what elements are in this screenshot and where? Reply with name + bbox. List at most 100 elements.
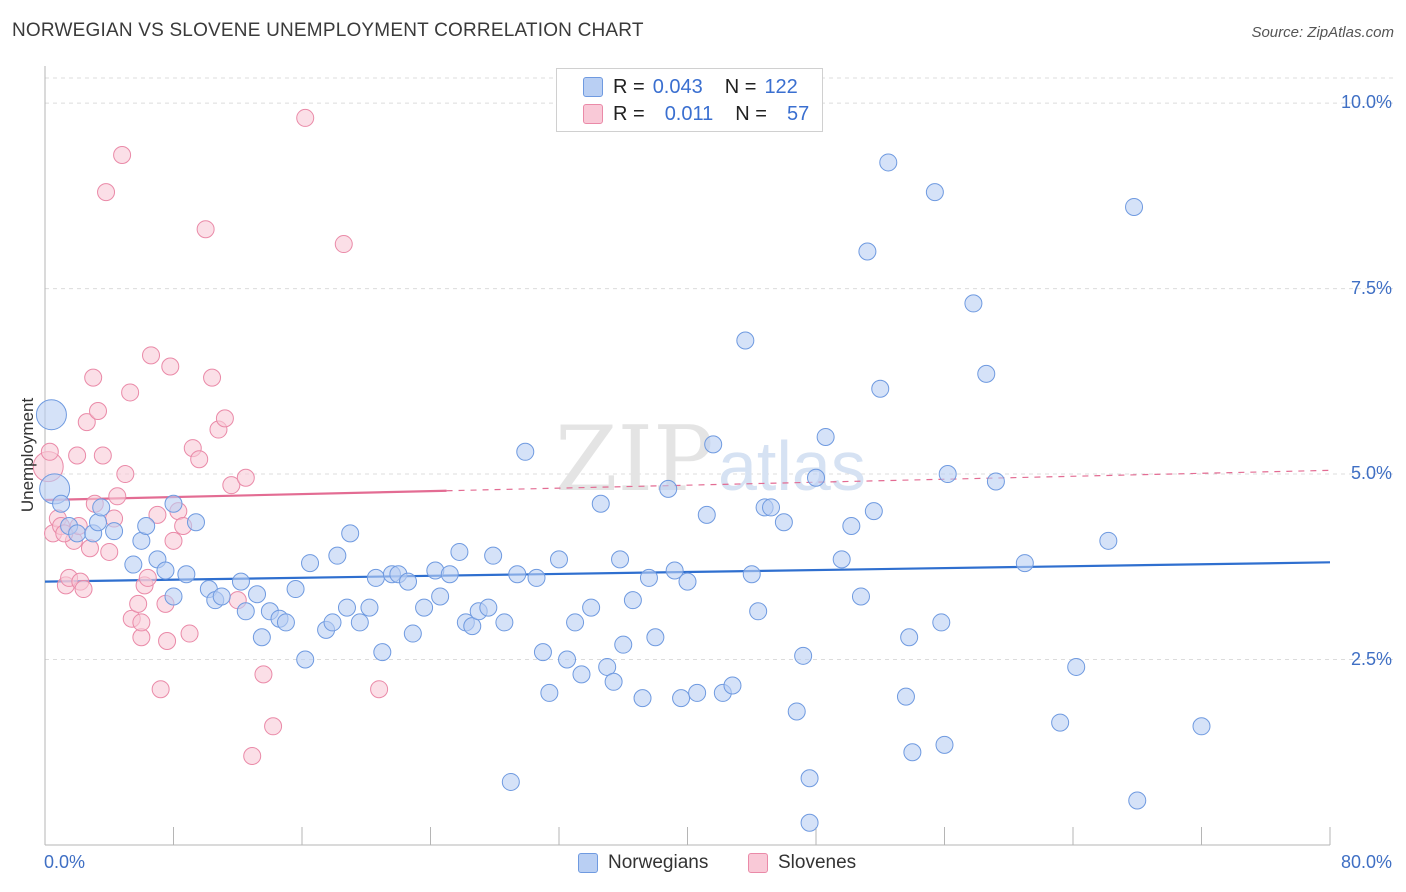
norwegian-point: [360, 598, 379, 617]
norwegian-point: [665, 561, 684, 580]
slovene-point: [142, 346, 161, 365]
norwegian-point: [212, 587, 231, 606]
watermark-atlas: atlas: [718, 427, 866, 505]
norwegian-point: [527, 568, 546, 587]
slovene-point: [164, 531, 183, 550]
norwegian-point: [697, 505, 716, 524]
slovene-point: [236, 468, 255, 487]
norwegian-point: [366, 568, 385, 587]
norwegian-point: [858, 242, 877, 261]
norwegian-point: [800, 813, 819, 832]
slovene-point: [132, 613, 151, 632]
y-tick-label: 7.5%: [1350, 277, 1392, 298]
norwegian-point: [550, 550, 568, 569]
slovene-point: [89, 401, 108, 420]
slovene-point: [100, 542, 119, 561]
norwegian-point: [89, 513, 108, 532]
norwegian-point: [646, 628, 665, 647]
norwegian-point: [156, 561, 175, 580]
norwegian-point: [323, 613, 342, 632]
norwegian-point: [614, 635, 633, 654]
slovene-point: [129, 594, 148, 613]
norwegian-point: [896, 687, 915, 706]
legend-item-slovenes[interactable]: Slovenes: [748, 852, 856, 874]
norwegian-point: [276, 613, 295, 632]
slovene-point: [158, 631, 177, 650]
norwegian-point: [286, 580, 305, 599]
norwegian-point: [623, 591, 642, 610]
slovene-point: [190, 450, 209, 469]
norwegian-point: [1192, 717, 1211, 736]
norwegians-trend-line: [44, 561, 1331, 583]
r-label: R =: [613, 75, 645, 98]
norwegian-point: [678, 572, 697, 591]
legend-item-norwegians[interactable]: Norwegians: [578, 852, 708, 874]
norwegian-point: [35, 399, 67, 431]
norwegian-point: [177, 565, 196, 584]
slovenes-trend-line-dashed: [446, 469, 1331, 492]
norwegian-point: [501, 772, 520, 791]
slovene-point: [222, 476, 241, 495]
legend-row-slovenes: R = 0.011 N = 57: [583, 102, 809, 126]
norwegian-point: [1099, 531, 1118, 550]
norwegian-point: [723, 676, 742, 695]
legend-label: Norwegians: [608, 852, 709, 873]
norwegian-point: [938, 465, 957, 484]
norwegian-point: [236, 602, 255, 621]
norwegian-point: [399, 572, 418, 591]
norwegian-point: [484, 546, 503, 565]
norwegian-point: [864, 502, 883, 521]
norwegian-point: [787, 702, 806, 721]
slovene-point: [180, 624, 199, 643]
norwegian-point: [611, 550, 630, 569]
norwegian-point: [558, 650, 577, 669]
norwegian-point: [964, 294, 983, 313]
slovene-point: [203, 368, 222, 387]
norwegian-point: [248, 585, 267, 604]
norwegian-point: [508, 565, 527, 584]
norwegian-point: [301, 554, 320, 573]
norwegian-point: [851, 587, 870, 606]
norwegian-point: [186, 513, 205, 532]
norwegian-point: [800, 769, 819, 788]
norwegian-point: [807, 468, 825, 487]
norwegian-point: [762, 498, 781, 517]
slovene-point: [296, 108, 315, 127]
y-tick-label: 2.5%: [1350, 648, 1392, 669]
x-tick-label-min: 0.0%: [44, 852, 86, 872]
slovene-point: [113, 146, 132, 165]
norwegian-point: [337, 598, 356, 617]
norwegian-point: [516, 442, 535, 461]
slovene-point: [74, 580, 93, 599]
norwegian-point: [774, 513, 793, 532]
norwegian-point: [736, 331, 755, 350]
slovene-point: [138, 568, 157, 587]
norwegian-point: [832, 550, 851, 569]
slovene-point: [97, 183, 116, 202]
norwegian-point: [137, 516, 156, 535]
norwegian-point: [604, 672, 623, 691]
slovene-point: [121, 383, 140, 402]
norwegian-point: [92, 498, 111, 517]
norwegian-point: [986, 472, 1005, 491]
chart-title: NORWEGIAN VS SLOVENE UNEMPLOYMENT CORREL…: [12, 20, 644, 41]
slovene-point: [254, 665, 273, 684]
norwegian-point: [495, 613, 514, 632]
norwegian-point: [1067, 657, 1086, 676]
norwegian-point: [296, 650, 315, 669]
norwegian-point: [105, 522, 124, 541]
slovenes-swatch: [583, 104, 603, 124]
norwegian-point: [450, 542, 469, 561]
y-axis-label: Unemployment: [18, 397, 37, 513]
norwegian-point: [935, 735, 954, 754]
norwegian-point: [566, 613, 585, 632]
stats-legend: R = 0.043 N = 122 R = 0.011 N = 57: [556, 68, 823, 132]
norwegian-point: [373, 643, 392, 662]
slovene-point: [151, 680, 170, 699]
slovenes-trend-line-solid: [44, 489, 447, 502]
watermark-zip: ZIP: [555, 407, 714, 512]
norwegian-point: [350, 613, 369, 632]
slovene-point: [84, 368, 103, 387]
norwegian-point: [252, 628, 271, 647]
